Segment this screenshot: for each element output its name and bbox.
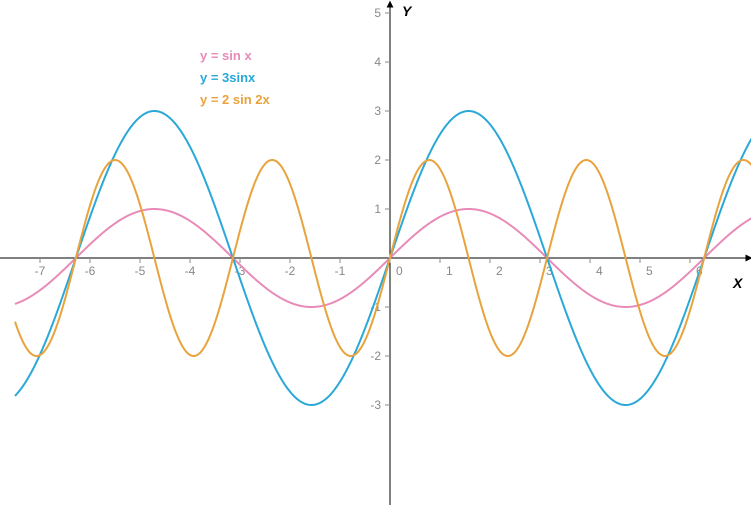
legend-item-sinx: y = sin x (200, 48, 252, 63)
legend-item-2sin2x: y = 2 sin 2x (200, 92, 271, 107)
y-tick-label: 5 (374, 6, 381, 20)
x-tick-label: 5 (646, 264, 653, 278)
x-tick-label: -5 (135, 264, 146, 278)
sine-chart: -7-6-5-4-3-2-10123456-3-2-112345YXy = si… (0, 0, 751, 505)
x-tick-label: 1 (446, 264, 453, 278)
y-tick-label: 4 (374, 55, 381, 69)
y-tick-label: -2 (370, 349, 381, 363)
x-tick-label: 2 (496, 264, 503, 278)
x-tick-label: 4 (596, 264, 603, 278)
x-tick-label: 0 (396, 264, 403, 278)
x-tick-label: -4 (185, 264, 196, 278)
chart-svg: -7-6-5-4-3-2-10123456-3-2-112345YXy = si… (0, 0, 751, 505)
y-tick-label: 2 (374, 153, 381, 167)
y-axis-label: Y (402, 3, 413, 19)
x-tick-label: -1 (335, 264, 346, 278)
x-tick-label: -7 (35, 264, 46, 278)
y-tick-label: -3 (370, 398, 381, 412)
x-axis-label: X (732, 275, 744, 291)
x-tick-label: -2 (285, 264, 296, 278)
y-tick-label: 1 (374, 202, 381, 216)
y-tick-label: 3 (374, 104, 381, 118)
x-tick-label: -6 (85, 264, 96, 278)
legend-item-3sinx: y = 3sinx (200, 70, 256, 85)
